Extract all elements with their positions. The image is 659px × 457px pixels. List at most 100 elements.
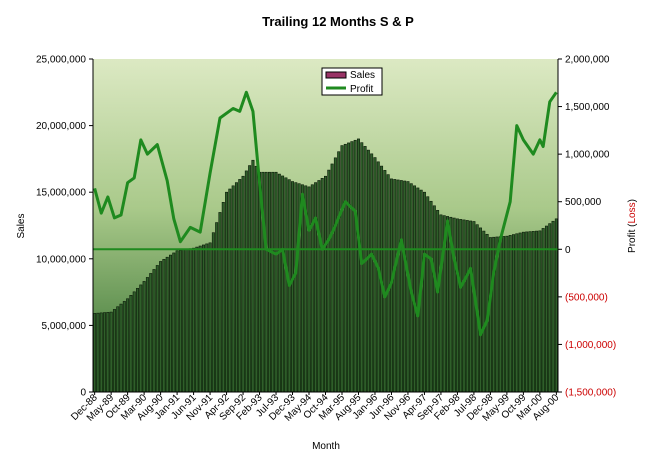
sales-bar (502, 236, 506, 393)
sales-bar (310, 184, 314, 393)
sales-bar (413, 185, 417, 393)
sales-bar (432, 205, 436, 393)
sales-bar (518, 232, 522, 393)
sales-bar (356, 138, 360, 393)
sales-bar (106, 312, 110, 393)
sales-bar (165, 256, 169, 393)
y2-tick-label: (1,000,000) (565, 340, 616, 351)
y2-tick-label: (500,000) (565, 292, 608, 303)
sales-bar (455, 218, 459, 393)
sales-bar (294, 182, 298, 393)
sales-bar (284, 177, 288, 393)
sales-bar (314, 182, 318, 393)
sales-bar (386, 174, 390, 393)
y-axis-title: Sales (16, 213, 27, 238)
y2-axis-title-part-3: ) (627, 199, 638, 202)
sales-bar (515, 233, 519, 393)
sales-bar (426, 196, 430, 393)
sales-bar (393, 179, 397, 393)
y-tick-label: 10,000,000 (36, 254, 86, 265)
y2-tick-label: 0 (565, 245, 571, 256)
legend-sales-label: Sales (350, 70, 375, 81)
sales-bar (145, 277, 149, 393)
x-axis-ticks: Dec-88May-89Oct-89Mar-90Aug-90Jan-91Jun-… (69, 392, 562, 424)
sales-bar (492, 236, 496, 393)
sales-bar (159, 261, 163, 393)
chart-title: Trailing 12 Months S & P (262, 14, 414, 29)
sales-bar (211, 232, 215, 393)
legend: Sales Profit (321, 67, 383, 96)
sales-bar (538, 230, 542, 393)
sales-bar (521, 231, 525, 393)
sales-bar (152, 269, 156, 393)
sales-bar (244, 170, 248, 393)
sales-bar (422, 191, 426, 393)
sales-bar (528, 231, 532, 393)
sales-bar (459, 219, 463, 393)
sales-bar (416, 187, 420, 393)
sales-bar (281, 175, 285, 393)
sales-bar (320, 178, 324, 393)
sales-bar (366, 149, 370, 393)
sales-bar (103, 312, 107, 393)
sales-bar (129, 294, 133, 393)
sales-bar (116, 306, 120, 393)
sales-bar (136, 288, 140, 393)
sales-bar (267, 171, 271, 393)
sales-bar (149, 273, 153, 393)
sales-bar (119, 303, 123, 393)
sales-bar (175, 250, 179, 393)
sales-bar (396, 179, 400, 393)
sales-bar (531, 231, 535, 393)
sales-bar (169, 254, 172, 393)
sales-bar (472, 221, 476, 393)
sales-bar (231, 185, 235, 393)
sales-bar (373, 157, 377, 393)
sales-bar (264, 171, 268, 393)
sales-bar (370, 153, 374, 393)
x-axis-title: Month (312, 441, 340, 452)
sales-bar (317, 180, 321, 393)
sales-bar (452, 217, 456, 393)
sales-bar (498, 236, 502, 393)
sales-bar (112, 309, 116, 393)
sales-bar (347, 142, 351, 393)
y2-tick-label: 2,000,000 (565, 55, 610, 66)
sales-bar (182, 249, 186, 393)
sales-bar (465, 220, 469, 393)
sales-bar (218, 212, 222, 393)
y2-tick-label: 500,000 (565, 197, 602, 208)
y-tick-label: 15,000,000 (36, 188, 86, 199)
sales-bar (551, 220, 555, 393)
legend-sales-swatch (325, 71, 347, 79)
sales-bar (525, 231, 529, 393)
sales-bar (446, 216, 449, 393)
sales-bar (208, 242, 212, 393)
y-axis-ticks: 0 5,000,000 10,000,000 15,000,000 20,000,000… (36, 55, 93, 399)
sales-bar (234, 182, 238, 393)
sales-bar (482, 230, 486, 393)
sales-bar (340, 145, 344, 393)
sales-bar (324, 175, 327, 393)
sales-bar (554, 218, 558, 393)
y2-tick-label: (1,500,000) (565, 388, 616, 399)
sales-bar (251, 159, 255, 393)
sales-bar (363, 146, 367, 393)
sales-bar (188, 248, 192, 393)
sales-bar (192, 247, 196, 393)
y-tick-label: 0 (80, 388, 86, 399)
sales-bar (488, 237, 492, 393)
sales-bar (162, 259, 166, 393)
sales-bar (198, 245, 202, 393)
sales-bar (436, 210, 440, 393)
sales-bar (350, 141, 354, 393)
sales-bar (99, 312, 103, 393)
sales-bar (469, 220, 473, 393)
y2-axis-title-part-1: Profit ( (627, 223, 638, 253)
sales-bar (248, 165, 252, 393)
y2-tick-label: 1,000,000 (565, 150, 610, 161)
sales-bar (544, 225, 548, 393)
sales-bar (221, 202, 225, 393)
sales-bar (241, 175, 245, 393)
